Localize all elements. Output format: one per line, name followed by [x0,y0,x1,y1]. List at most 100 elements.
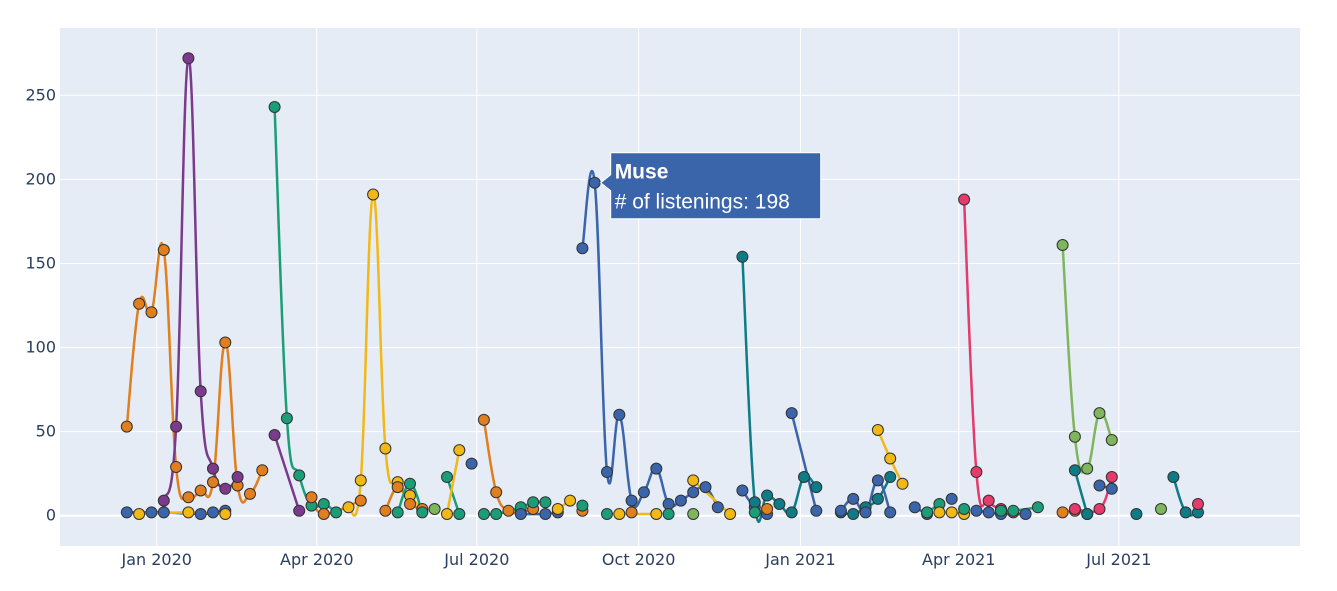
data-point[interactable] [514,508,527,520]
data-point[interactable] [711,501,724,514]
data-point[interactable] [1093,479,1106,492]
data-point[interactable] [871,474,884,487]
data-point[interactable] [810,481,823,494]
data-point[interactable] [699,481,712,494]
data-point[interactable] [970,504,983,517]
data-point[interactable] [157,244,170,256]
data-point[interactable] [650,462,663,475]
data-point[interactable] [354,494,367,507]
data-point[interactable] [613,508,626,520]
data-point[interactable] [761,489,774,502]
data-point[interactable] [1031,501,1044,514]
data-point[interactable] [687,508,700,520]
data-point[interactable] [625,506,638,519]
data-point[interactable] [194,385,207,398]
data-point[interactable] [810,504,823,517]
data-point[interactable] [1019,508,1032,520]
data-point[interactable] [477,413,490,426]
data-point[interactable] [1105,471,1118,483]
data-point[interactable] [280,412,293,425]
data-point[interactable] [453,444,466,457]
data-point[interactable] [157,506,170,519]
data-point[interactable] [896,477,909,490]
data-point[interactable] [785,407,798,420]
data-point[interactable] [724,508,737,520]
data-point[interactable] [120,420,133,433]
data-point[interactable] [884,452,897,465]
data-point[interactable] [428,503,441,515]
data-point[interactable] [441,508,453,520]
data-point[interactable] [884,471,897,483]
data-point[interactable] [625,494,638,507]
data-point[interactable] [933,506,946,519]
data-point[interactable] [490,486,503,499]
data-point[interactable] [662,508,675,520]
data-point[interactable] [637,486,650,499]
data-point[interactable] [613,408,626,421]
data-point[interactable] [982,494,995,507]
data-point[interactable] [970,466,983,478]
data-point[interactable] [293,504,306,517]
data-point[interactable] [477,508,490,520]
data-point[interactable] [157,494,170,507]
data-point[interactable] [256,464,269,477]
data-point[interactable] [1068,503,1081,515]
data-point[interactable] [859,506,872,519]
data-point[interactable] [773,498,786,510]
data-point[interactable] [293,469,306,482]
data-point[interactable] [748,496,761,509]
data-point[interactable] [1056,506,1069,519]
data-point[interactable] [391,506,404,519]
data-point[interactable] [958,193,971,206]
data-point[interactable] [1192,498,1204,510]
data-point[interactable] [317,508,330,520]
data-point[interactable] [736,484,749,497]
data-point[interactable] [748,506,761,519]
data-point[interactable] [379,442,392,455]
data-point[interactable] [194,484,207,497]
data-point[interactable] [453,508,466,520]
data-point[interactable] [995,504,1007,517]
data-point[interactable] [539,508,552,520]
data-point[interactable] [1179,506,1192,519]
data-point[interactable] [687,474,700,487]
data-point[interactable] [761,503,774,515]
data-point[interactable] [354,474,367,487]
data-point[interactable] [342,501,355,514]
data-point[interactable] [921,506,934,519]
data-point[interactable] [182,52,195,65]
data-point[interactable] [367,188,380,201]
data-point[interactable] [1081,462,1094,475]
data-point[interactable] [194,508,207,520]
data-point[interactable] [120,506,133,519]
data-point[interactable] [502,504,515,517]
data-point[interactable] [133,297,146,310]
data-point[interactable] [404,477,416,490]
data-point[interactable] [145,306,158,319]
data-point[interactable] [884,506,897,519]
data-point[interactable] [847,508,860,520]
data-point[interactable] [219,336,232,349]
data-point[interactable] [170,420,183,433]
data-point[interactable] [404,498,416,510]
data-point[interactable] [564,494,577,507]
data-point[interactable] [982,506,995,519]
data-point[interactable] [1093,503,1106,515]
data-point[interactable] [268,101,281,113]
data-point[interactable] [539,496,552,509]
data-point[interactable] [527,496,540,509]
data-point[interactable] [601,508,613,520]
data-point[interactable] [1155,503,1167,515]
data-point[interactable] [601,466,613,478]
data-point[interactable] [391,481,404,494]
data-point[interactable] [465,457,478,470]
data-point[interactable] [958,503,971,515]
data-point[interactable] [1068,464,1081,477]
data-point[interactable] [847,492,860,505]
data-point[interactable] [945,492,958,505]
data-point[interactable] [871,492,884,505]
data-point[interactable] [1105,434,1118,446]
data-point[interactable] [207,476,219,489]
data-point[interactable] [416,506,429,519]
data-point[interactable] [650,508,663,520]
